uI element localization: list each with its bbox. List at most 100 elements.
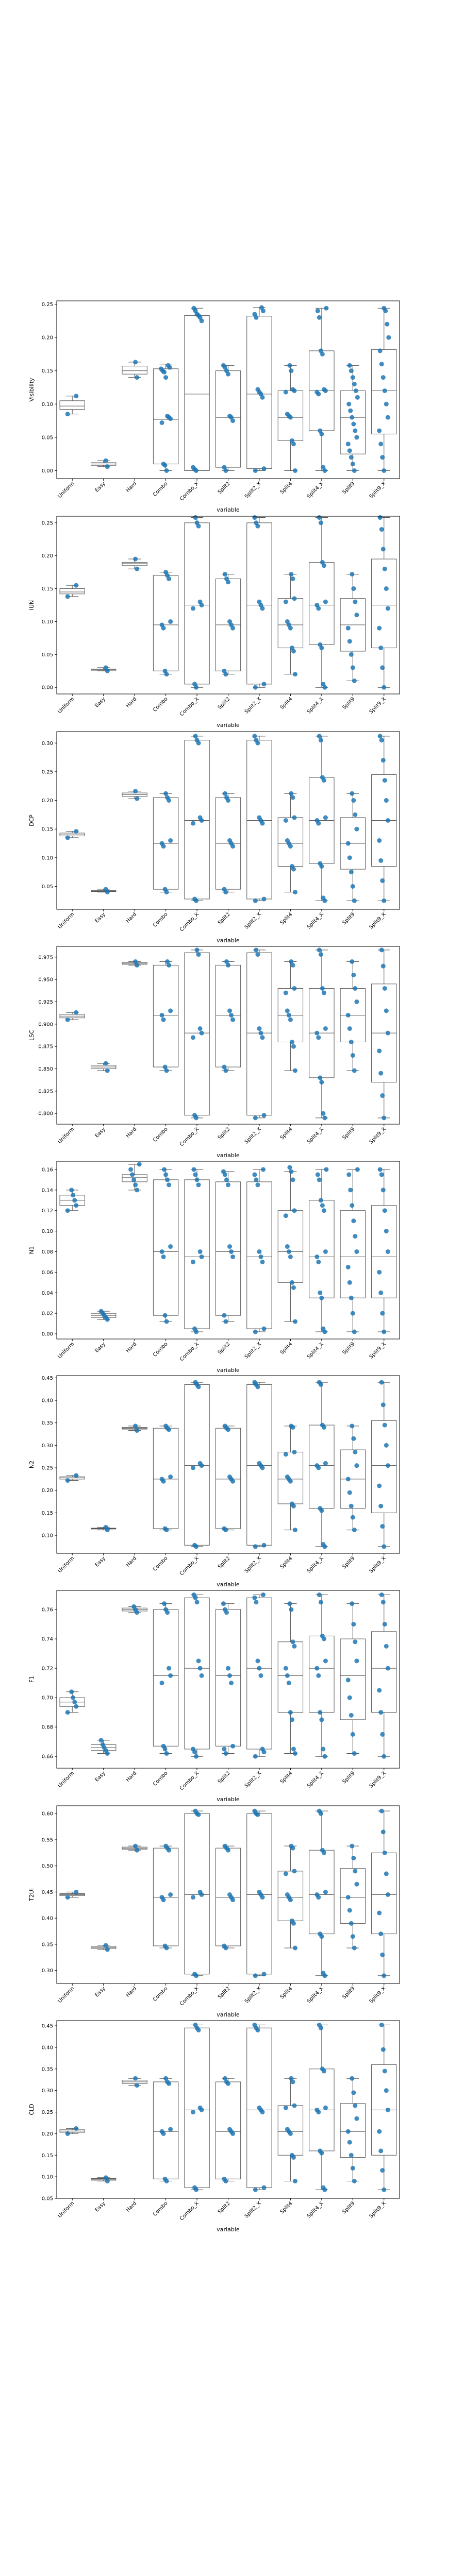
data-point — [224, 1177, 229, 1182]
x-tick-label: Split9_X — [369, 481, 387, 499]
x-tick-label: Split4 — [279, 911, 294, 926]
x-tick-label: Split9 — [341, 1555, 356, 1570]
box-iqr — [153, 964, 179, 1067]
data-point — [261, 1592, 266, 1598]
data-point — [354, 1658, 359, 1664]
data-point — [352, 1945, 357, 1951]
x-tick-label: Split2_X — [244, 696, 262, 715]
data-point — [292, 468, 297, 473]
data-point — [314, 818, 320, 823]
plot-frame — [56, 2020, 400, 2199]
data-point — [320, 1203, 325, 1208]
data-point — [385, 1463, 390, 1468]
data-point — [382, 1115, 387, 1121]
data-point — [165, 2079, 170, 2084]
y-tick-label: 0.05 — [42, 435, 53, 440]
box-iqr — [340, 390, 366, 454]
data-point — [353, 1234, 358, 1239]
data-point — [133, 556, 138, 562]
data-point — [351, 1218, 356, 1224]
data-point — [318, 348, 323, 353]
data-point — [252, 1808, 257, 1814]
y-tick-label: 0.00 — [42, 1332, 53, 1337]
data-point — [379, 2022, 384, 2027]
data-point — [161, 1254, 166, 1259]
box-iqr — [59, 588, 85, 595]
data-point — [384, 798, 389, 803]
data-point — [194, 738, 200, 743]
data-point — [378, 1503, 384, 1509]
data-point — [318, 738, 323, 743]
y-tick-label: 0.66 — [42, 1754, 53, 1760]
data-point — [105, 2179, 110, 2184]
data-point — [378, 442, 384, 447]
box-iqr — [340, 1210, 366, 1298]
box-iqr — [246, 1597, 272, 1750]
data-point — [316, 1673, 321, 1678]
data-point — [380, 2047, 386, 2052]
data-point — [227, 2127, 233, 2132]
y-tick-label: 0.25 — [42, 2110, 53, 2115]
data-point — [288, 1017, 293, 1022]
data-point — [159, 1681, 164, 1686]
x-tick-label: Split9_X — [369, 1341, 387, 1360]
data-point — [353, 1869, 358, 1874]
data-point — [105, 1947, 110, 1952]
y-tick-label: 0.25 — [42, 302, 53, 308]
x-tick-label: Split2_X — [244, 1986, 262, 2004]
x-tick-label: Split9_X — [369, 696, 387, 715]
data-point — [260, 1747, 265, 1752]
box-iqr — [246, 1181, 272, 1329]
y-tick-label: 0.15 — [42, 368, 53, 374]
data-point — [259, 305, 264, 310]
box-iqr — [340, 1868, 366, 1924]
data-point — [199, 1254, 204, 1259]
x-tick-label: Hard — [125, 1770, 138, 1783]
data-point — [289, 646, 294, 651]
data-point — [380, 1093, 385, 1098]
data-point — [319, 1080, 324, 1085]
data-point — [351, 972, 356, 977]
y-tick-label: 0.975 — [38, 955, 53, 960]
x-tick-label: Easy — [94, 2200, 107, 2213]
data-point — [352, 898, 357, 903]
data-point — [222, 571, 227, 577]
data-point — [192, 2185, 197, 2190]
data-point — [346, 1172, 352, 1177]
data-point — [380, 2168, 385, 2173]
box-iqr — [184, 315, 210, 471]
x-tick-label: Easy — [94, 1341, 107, 1354]
data-point — [379, 362, 384, 367]
data-point — [191, 306, 196, 311]
data-point — [345, 1477, 351, 1482]
data-point — [382, 778, 387, 783]
data-point — [103, 887, 108, 892]
box-iqr — [122, 366, 147, 375]
data-point — [354, 999, 359, 1004]
data-point — [190, 1465, 195, 1470]
x-tick-label: Combo — [152, 911, 169, 928]
data-point — [253, 2187, 258, 2192]
y-tick-label: 0.10 — [42, 2175, 53, 2180]
data-point — [321, 895, 326, 901]
x-tick-label: Hard — [125, 481, 138, 494]
data-point — [321, 387, 326, 392]
box-iqr — [153, 1848, 179, 1946]
data-point — [65, 1478, 70, 1483]
x-tick-label: Split2 — [217, 1986, 231, 2000]
data-point — [318, 1198, 323, 1203]
x-tick-label: Split4_X — [306, 1986, 325, 2004]
box-iqr — [153, 575, 179, 671]
data-point — [317, 1177, 322, 1182]
data-point — [283, 2105, 288, 2110]
data-point — [321, 1747, 326, 1752]
data-point — [226, 1666, 230, 1671]
data-point — [133, 1423, 138, 1429]
y-tick-label: 0.15 — [42, 2153, 53, 2159]
data-point — [316, 1259, 321, 1264]
data-point — [314, 1892, 320, 1897]
x-tick-label: Uniform — [57, 2200, 75, 2219]
data-point — [253, 898, 258, 903]
data-point — [289, 2153, 294, 2158]
data-point — [378, 1290, 384, 1295]
